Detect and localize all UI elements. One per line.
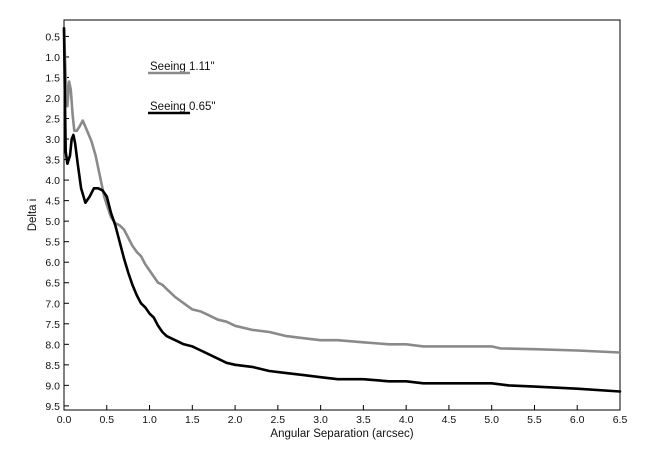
- y-tick-label: 9.5: [45, 401, 60, 413]
- legend-label-1: Seeing 1.11": [150, 61, 215, 73]
- y-tick-label: 2.0: [45, 93, 60, 105]
- y-tick-label: 6.0: [45, 257, 60, 269]
- x-tick-label: 4.0: [399, 414, 414, 426]
- x-tick-label: 0.0: [57, 414, 72, 426]
- x-tick-label: 2.0: [228, 414, 243, 426]
- y-axis-label: Delta i: [27, 199, 39, 232]
- x-tick-label: 1.5: [185, 414, 200, 426]
- x-tick-label: 2.5: [271, 414, 286, 426]
- x-axis-ticks: 0.0 0.5 1.0 1.5 2.0 2.5 3.0 3.5 4.0 4.5 5.0 5.5 6.0 6…: [57, 405, 628, 426]
- y-tick-label: 9.0: [45, 380, 60, 392]
- series-layer: [62, 26, 622, 393]
- series-line-1: [62, 26, 622, 354]
- y-tick-label: 1.5: [45, 72, 60, 84]
- y-tick-label: 0.5: [45, 31, 60, 43]
- plot-frame: [63, 19, 621, 411]
- y-tick-label: 4.5: [45, 196, 60, 208]
- x-tick-label: 6.5: [613, 414, 628, 426]
- x-tick-label: 5.0: [484, 414, 499, 426]
- y-tick-label: 8.5: [45, 360, 60, 372]
- legend-label-2: Seeing 0.65": [150, 101, 215, 113]
- x-tick-label: 6.0: [570, 414, 585, 426]
- x-tick-label: 3.5: [356, 414, 371, 426]
- y-tick-label: 7.0: [45, 298, 60, 310]
- x-tick-label: 5.5: [527, 414, 542, 426]
- y-tick-label: 7.5: [45, 319, 60, 331]
- x-tick-label: 4.5: [442, 414, 457, 426]
- x-axis-label: Angular Separation (arcsec): [270, 428, 413, 440]
- y-tick-label: 5.5: [45, 237, 60, 249]
- y-tick-label: 2.5: [45, 114, 60, 126]
- x-tick-label: 1.0: [142, 414, 157, 426]
- y-tick-label: 3.5: [45, 155, 60, 167]
- y-tick-label: 4.0: [45, 175, 60, 187]
- y-tick-label: 1.0: [45, 52, 60, 64]
- y-tick-label: 3.0: [45, 134, 60, 146]
- y-tick-label: 5.0: [45, 216, 60, 228]
- series-line-2: [62, 26, 622, 393]
- y-tick-label: 6.5: [45, 278, 60, 290]
- x-tick-label: 0.5: [99, 414, 114, 426]
- x-tick-label: 3.0: [313, 414, 328, 426]
- y-tick-label: 8.0: [45, 339, 60, 351]
- legend: Seeing 1.11" Seeing 0.65": [148, 61, 215, 115]
